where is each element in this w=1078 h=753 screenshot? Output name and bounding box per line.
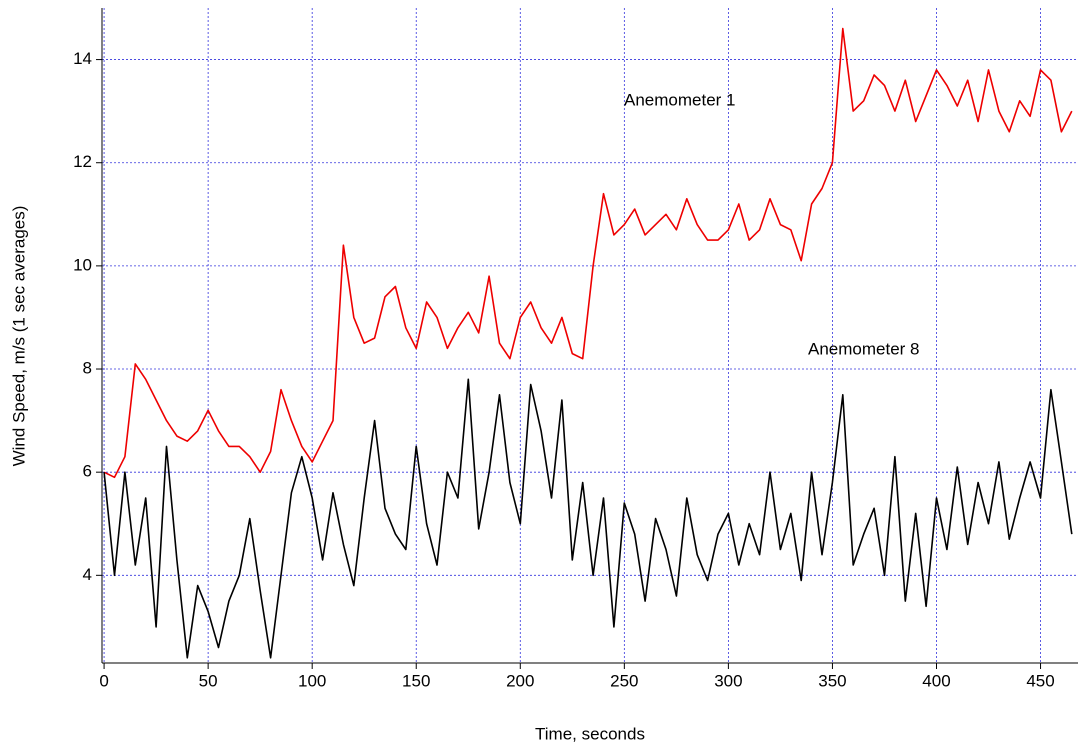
- series-line: [103, 27, 1073, 479]
- series-line: [103, 378, 1073, 659]
- x-tick-label: 400: [922, 671, 950, 690]
- x-tick-label: 250: [610, 671, 638, 690]
- x-tick-label: 450: [1026, 671, 1054, 690]
- y-tick-label: 12: [73, 152, 92, 171]
- x-tick-label: 300: [714, 671, 742, 690]
- x-axis-label: Time, seconds: [535, 724, 645, 743]
- x-tick-label: 150: [402, 671, 430, 690]
- x-tick-label: 0: [99, 671, 108, 690]
- x-tick-label: 350: [818, 671, 846, 690]
- annotation: Anemometer 1: [624, 90, 736, 109]
- annotation: Anemometer 8: [808, 339, 920, 358]
- x-tick-label: 100: [298, 671, 326, 690]
- y-tick-label: 4: [83, 565, 92, 584]
- y-tick-label: 14: [73, 49, 92, 68]
- y-tick-label: 8: [83, 359, 92, 378]
- x-tick-label: 200: [506, 671, 534, 690]
- x-tick-label: 50: [199, 671, 218, 690]
- y-axis-label: Wind Speed, m/s (1 sec averages): [9, 206, 28, 467]
- y-tick-label: 10: [73, 255, 92, 274]
- y-tick-label: 6: [83, 462, 92, 481]
